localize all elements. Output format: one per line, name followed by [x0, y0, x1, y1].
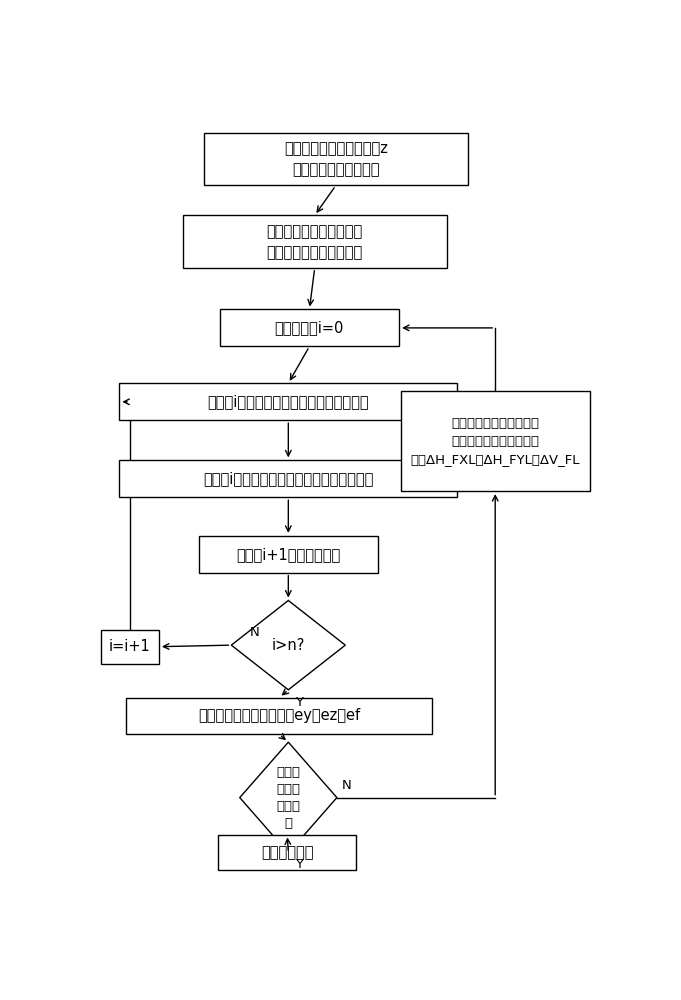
Text: i>n?: i>n? [272, 638, 305, 653]
Text: 三个误
差均小
于允许
值: 三个误 差均小 于允许 值 [276, 766, 300, 830]
Text: 计算第i索段无应力长度及横、竖桥向长度: 计算第i索段无应力长度及横、竖桥向长度 [208, 394, 369, 409]
Text: i=i+1: i=i+1 [109, 639, 151, 654]
Text: 计算第i+1索段三向分力: 计算第i+1索段三向分力 [236, 547, 340, 562]
FancyBboxPatch shape [183, 215, 447, 268]
FancyBboxPatch shape [220, 309, 399, 346]
Text: N: N [342, 779, 352, 792]
FancyBboxPatch shape [218, 835, 356, 870]
Text: Y: Y [295, 858, 303, 871]
Text: 计算设计控制点标高误差ey、ez、ef: 计算设计控制点标高误差ey、ez、ef [198, 708, 360, 723]
Text: 节线法迭代计算并得到修
正后的主索始端三向分力: 节线法迭代计算并得到修 正后的主索始端三向分力 [266, 224, 363, 260]
Text: 计算第i根吊索上吊点竖向分力、无应力长度: 计算第i根吊索上吊点竖向分力、无应力长度 [203, 471, 373, 486]
Text: Y: Y [295, 696, 303, 709]
FancyBboxPatch shape [101, 630, 159, 664]
Text: 计算修正的影响矩阵，获
得迭代变量增量，得到修
正量ΔH_FXL，ΔH_FYL，ΔV_FL: 计算修正的影响矩阵，获 得迭代变量增量，得到修 正量ΔH_FXL，ΔH_FYL，… [411, 417, 580, 466]
FancyBboxPatch shape [126, 698, 432, 734]
FancyBboxPatch shape [199, 536, 378, 573]
Text: 根据空间抛物线理论估算z
主索始端三向分力初值: 根据空间抛物线理论估算z 主索始端三向分力初值 [284, 141, 387, 177]
Text: 输出主索线形: 输出主索线形 [261, 845, 313, 860]
FancyBboxPatch shape [119, 383, 457, 420]
FancyBboxPatch shape [204, 133, 468, 185]
FancyBboxPatch shape [400, 391, 590, 491]
FancyBboxPatch shape [119, 460, 457, 497]
Text: N: N [250, 626, 259, 639]
Text: 对索段循环i=0: 对索段循环i=0 [274, 320, 344, 335]
Polygon shape [240, 742, 337, 853]
Polygon shape [232, 600, 345, 690]
